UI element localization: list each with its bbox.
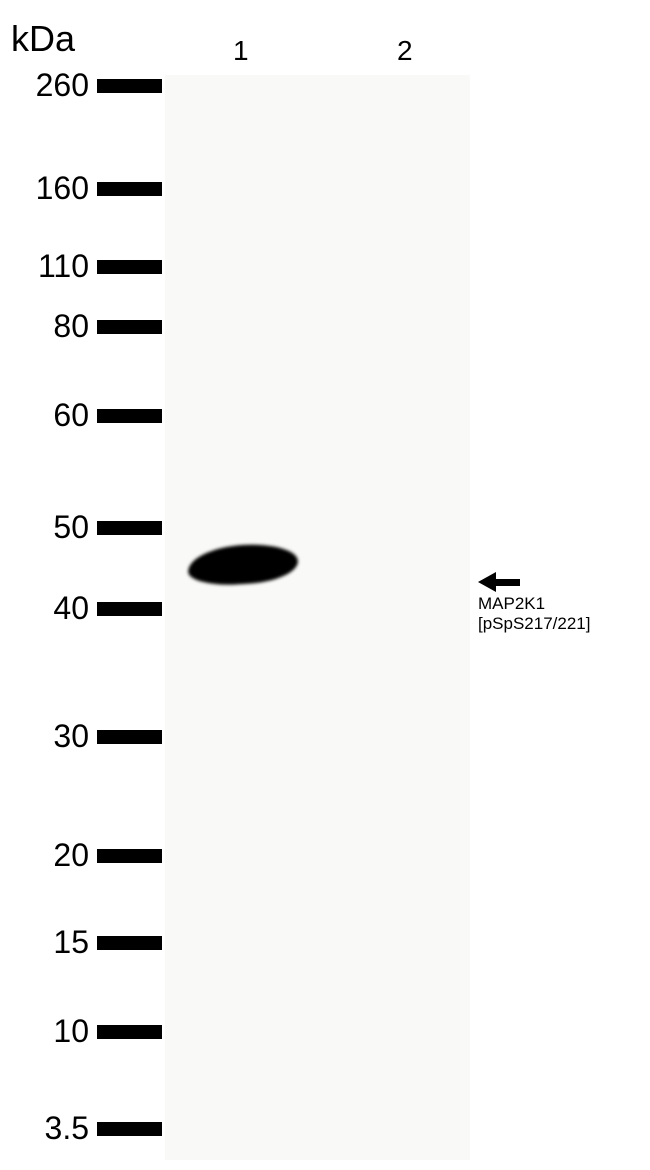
annotation-label-line2: [pSpS217/221] <box>478 614 590 634</box>
marker-value: 110 <box>11 248 89 285</box>
marker-row: 20 <box>11 837 162 874</box>
lane-label: 2 <box>397 35 413 67</box>
annotation-label-line1: MAP2K1 <box>478 594 545 614</box>
marker-bar <box>97 602 162 616</box>
marker-bar <box>97 730 162 744</box>
band-annotation: MAP2K1 [pSpS217/221] <box>478 572 590 635</box>
marker-value: 15 <box>11 924 89 961</box>
marker-bar <box>97 79 162 93</box>
marker-bar <box>97 521 162 535</box>
arrow-icon <box>478 572 520 592</box>
marker-row: 30 <box>11 718 162 755</box>
western-blot-figure: kDa 260 160 110 80 60 50 40 30 20 15 10 3.5 1 2 MAP2… <box>0 0 650 1170</box>
marker-value: 3.5 <box>11 1110 89 1147</box>
marker-bar <box>97 320 162 334</box>
marker-value: 50 <box>11 509 89 546</box>
marker-row: 3.5 <box>11 1110 162 1147</box>
marker-value: 80 <box>11 308 89 345</box>
marker-bar <box>97 409 162 423</box>
marker-row: 160 <box>11 170 162 207</box>
marker-value: 30 <box>11 718 89 755</box>
marker-value: 260 <box>11 67 89 104</box>
marker-row: 80 <box>11 308 162 345</box>
marker-value: 40 <box>11 590 89 627</box>
marker-row: 40 <box>11 590 162 627</box>
blot-membrane <box>165 75 470 1160</box>
marker-row: 50 <box>11 509 162 546</box>
marker-row: 10 <box>11 1013 162 1050</box>
marker-bar <box>97 936 162 950</box>
marker-value: 10 <box>11 1013 89 1050</box>
marker-bar <box>97 849 162 863</box>
marker-row: 60 <box>11 397 162 434</box>
marker-row: 260 <box>11 67 162 104</box>
lane-label: 1 <box>233 35 249 67</box>
marker-bar <box>97 1025 162 1039</box>
marker-row: 110 <box>11 248 162 285</box>
marker-value: 20 <box>11 837 89 874</box>
marker-bar <box>97 260 162 274</box>
marker-bar <box>97 182 162 196</box>
marker-bar <box>97 1122 162 1136</box>
y-axis-unit-label: kDa <box>11 18 75 60</box>
marker-value: 160 <box>11 170 89 207</box>
marker-row: 15 <box>11 924 162 961</box>
marker-value: 60 <box>11 397 89 434</box>
